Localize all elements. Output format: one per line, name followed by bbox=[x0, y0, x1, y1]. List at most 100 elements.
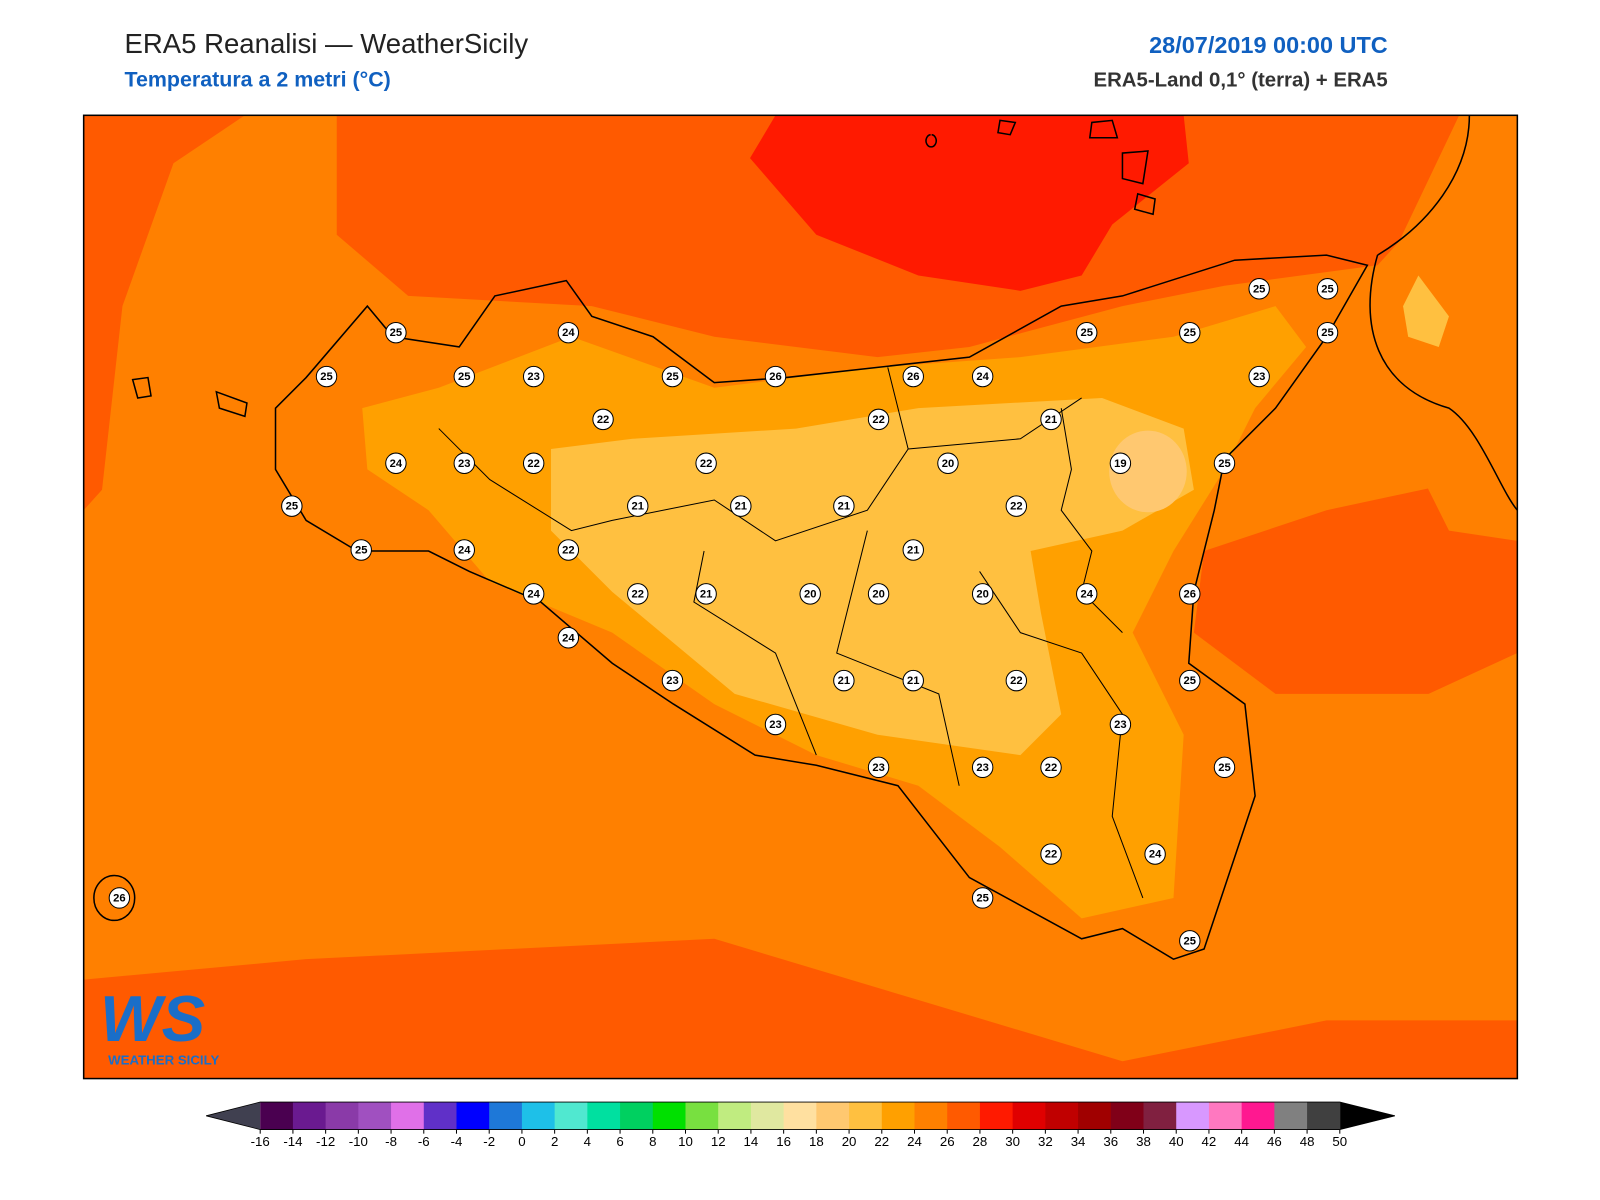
station-value: 21 bbox=[907, 675, 919, 687]
colorbar-tick-label: 40 bbox=[1169, 1134, 1184, 1149]
station: 24 bbox=[1144, 843, 1166, 865]
station-value: 21 bbox=[735, 501, 747, 513]
station-value: 22 bbox=[527, 458, 539, 470]
station: 22 bbox=[592, 408, 614, 431]
station-value: 22 bbox=[1010, 675, 1022, 687]
station-marker bbox=[1179, 930, 1201, 952]
station: 25 bbox=[1213, 756, 1236, 779]
station: 24 bbox=[557, 627, 580, 649]
station-value: 20 bbox=[942, 458, 954, 470]
colorbar-tick-label: 12 bbox=[711, 1134, 726, 1149]
station-marker bbox=[695, 583, 717, 605]
station: 20 bbox=[971, 583, 994, 605]
station-marker bbox=[1076, 583, 1098, 605]
station-value: 24 bbox=[458, 545, 471, 557]
station-marker bbox=[1109, 713, 1132, 736]
station-marker bbox=[627, 495, 649, 517]
colorbar-bin bbox=[1241, 1102, 1275, 1130]
station-value: 25 bbox=[1218, 458, 1230, 470]
station: 22 bbox=[1040, 843, 1062, 865]
station-marker bbox=[867, 756, 890, 779]
coastline bbox=[274, 254, 1369, 961]
colorbar-bin bbox=[292, 1102, 327, 1130]
logo-mark: WS bbox=[100, 982, 205, 1055]
station-value: 24 bbox=[562, 327, 575, 339]
station-marker bbox=[1316, 278, 1339, 300]
station: 22 bbox=[1005, 669, 1028, 692]
station: 24 bbox=[971, 365, 994, 388]
colorbar-tick-label: 44 bbox=[1234, 1134, 1249, 1149]
station: 20 bbox=[937, 452, 959, 474]
station-value: 22 bbox=[1045, 762, 1057, 774]
station-value: 21 bbox=[907, 545, 919, 557]
station-value: 24 bbox=[1080, 588, 1093, 600]
station: 25 bbox=[385, 321, 407, 344]
station: 22 bbox=[867, 408, 890, 431]
station-marker bbox=[971, 756, 994, 779]
colorbar-tick-label: -2 bbox=[483, 1134, 495, 1149]
colorbar-tick-label: 4 bbox=[584, 1134, 591, 1149]
field bbox=[83, 938, 1518, 1079]
station-marker bbox=[1076, 321, 1098, 344]
station-value: 24 bbox=[1149, 849, 1162, 861]
station-marker bbox=[557, 627, 580, 649]
station: 24 bbox=[385, 452, 407, 474]
colorbar-tick-label: 24 bbox=[907, 1134, 922, 1149]
colorbar-tick-label: 38 bbox=[1136, 1134, 1151, 1149]
station-value: 23 bbox=[769, 719, 781, 731]
colorbar-tick-label: 8 bbox=[649, 1134, 656, 1149]
station-value: 23 bbox=[1114, 719, 1126, 731]
station: 25 bbox=[661, 365, 684, 388]
field bbox=[551, 397, 1194, 756]
station: 23 bbox=[522, 365, 545, 388]
station: 22 bbox=[627, 583, 649, 605]
station: 21 bbox=[1040, 408, 1062, 431]
colorbar-bin bbox=[750, 1102, 785, 1130]
station: 23 bbox=[1248, 365, 1270, 388]
colorbar-over bbox=[1339, 1102, 1395, 1130]
station-marker bbox=[1109, 452, 1132, 474]
colorbar-bin bbox=[1208, 1102, 1243, 1130]
colorbar-tick-label: 30 bbox=[1005, 1134, 1020, 1149]
station-value: 26 bbox=[1184, 588, 1196, 600]
station-marker bbox=[522, 452, 545, 474]
station-value: 25 bbox=[286, 501, 298, 513]
station-marker bbox=[1005, 669, 1028, 692]
station-marker bbox=[730, 495, 752, 517]
colorbar-bin bbox=[489, 1102, 523, 1130]
colorbar-tick-label: 32 bbox=[1038, 1134, 1053, 1149]
station-value: 25 bbox=[1321, 327, 1333, 339]
field bbox=[1377, 115, 1518, 541]
station: 25 bbox=[1179, 930, 1201, 952]
station-marker bbox=[627, 583, 649, 605]
station-value: 19 bbox=[1114, 458, 1126, 470]
colorbar-bin bbox=[1143, 1102, 1177, 1130]
station: 25 bbox=[1179, 321, 1201, 344]
colorbar-bin bbox=[849, 1102, 883, 1130]
station-value: 25 bbox=[1184, 675, 1196, 687]
station-value: 20 bbox=[872, 588, 884, 600]
station: 25 bbox=[1076, 321, 1098, 344]
field bbox=[1109, 430, 1187, 513]
station-marker bbox=[1040, 756, 1062, 779]
station-marker bbox=[867, 583, 890, 605]
station-value: 22 bbox=[562, 545, 574, 557]
station: 26 bbox=[108, 887, 131, 909]
field bbox=[750, 115, 1189, 291]
station: 24 bbox=[557, 321, 580, 344]
colorbar-tick-label: 20 bbox=[842, 1134, 857, 1149]
station-value: 25 bbox=[458, 371, 470, 383]
colorbar-tick-label: 34 bbox=[1071, 1134, 1086, 1149]
station: 23 bbox=[661, 669, 684, 692]
station-value: 26 bbox=[907, 371, 919, 383]
station-value: 24 bbox=[976, 371, 989, 383]
station: 19 bbox=[1109, 452, 1132, 474]
colorbar-tick-label: -14 bbox=[283, 1134, 302, 1149]
colorbar-bin bbox=[914, 1102, 948, 1130]
station-marker bbox=[385, 452, 407, 474]
station: 25 bbox=[971, 887, 994, 909]
station-marker bbox=[971, 887, 994, 909]
station: 22 bbox=[522, 452, 545, 474]
station-marker bbox=[1248, 278, 1270, 300]
station-value: 22 bbox=[632, 588, 644, 600]
